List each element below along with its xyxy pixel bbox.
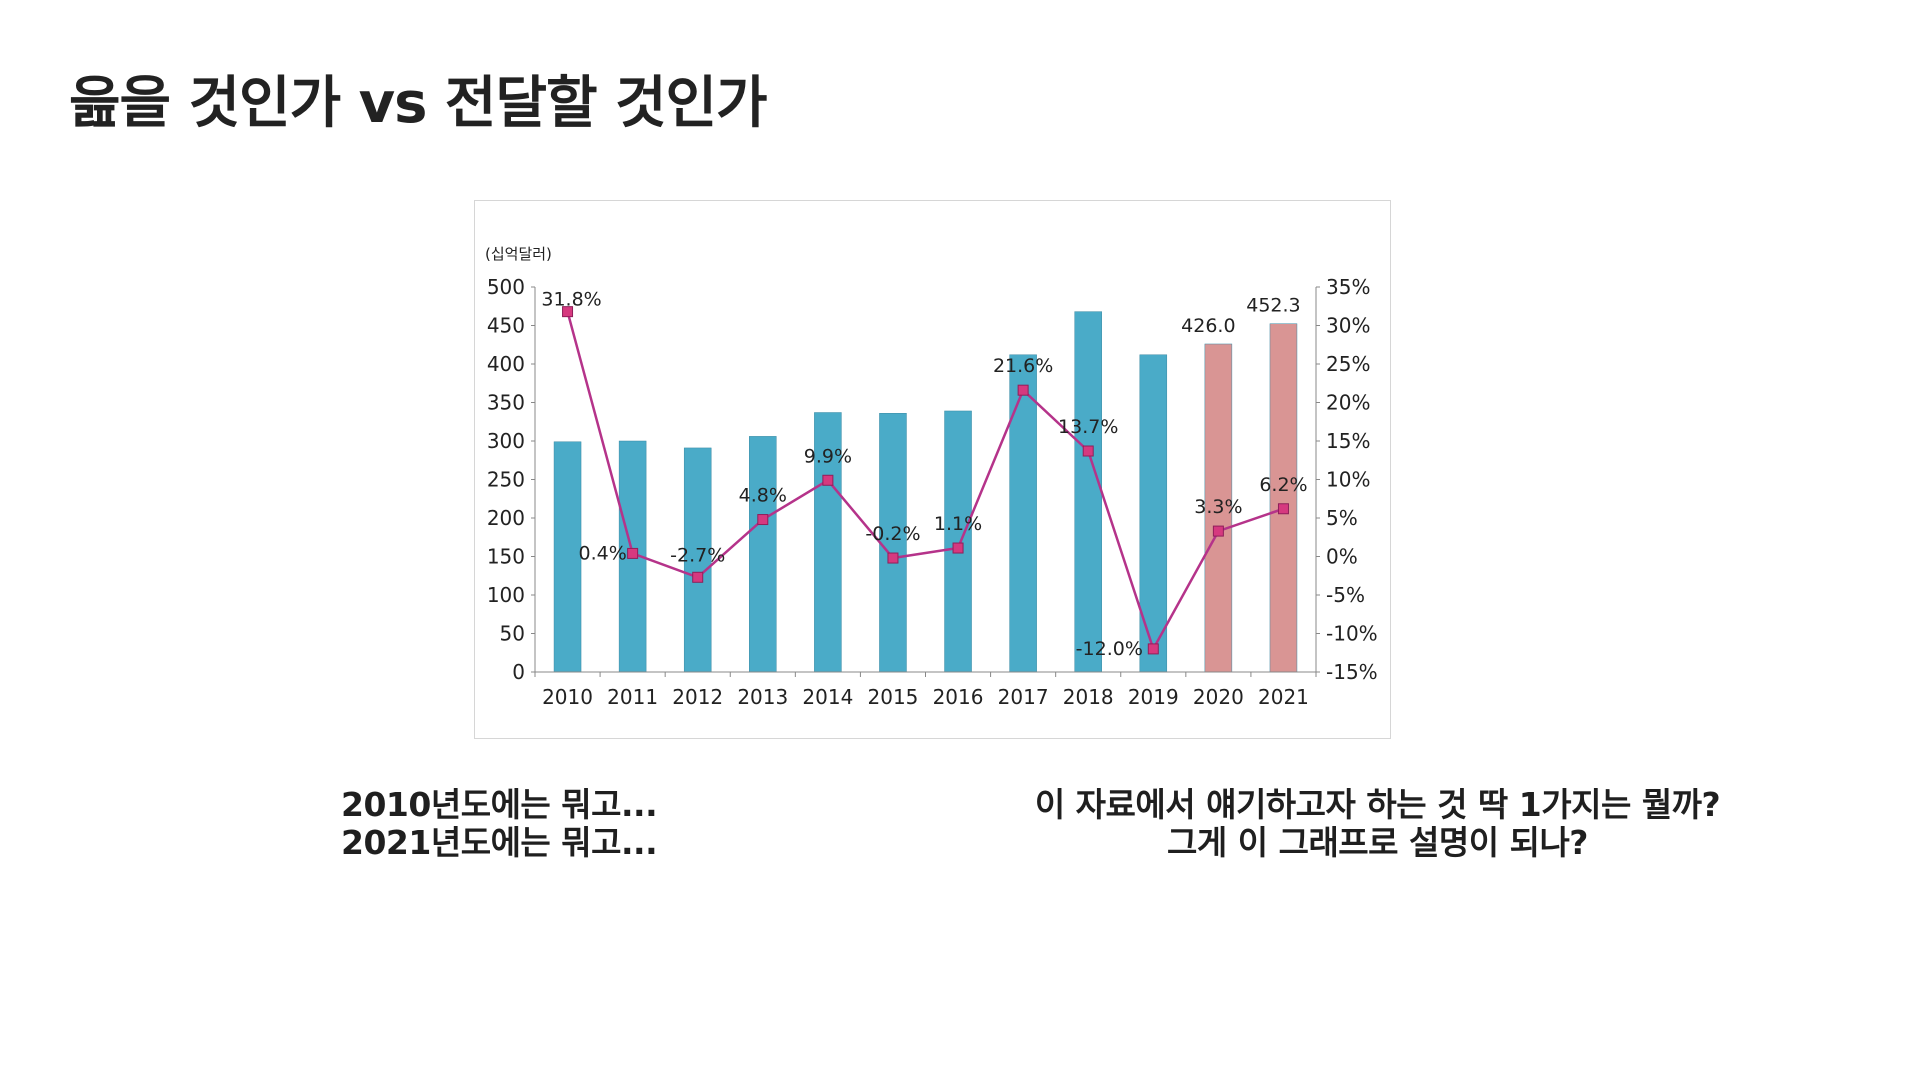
right-tick-label: 35% xyxy=(1326,275,1370,299)
left-tick-label: 250 xyxy=(487,468,525,492)
caption-left-line-2: 2021년도에는 뭐고... xyxy=(341,823,658,862)
left-tick-label: 100 xyxy=(487,583,525,607)
growth-point xyxy=(1147,643,1159,655)
growth-point xyxy=(692,571,704,583)
growth-value-label: -0.2% xyxy=(865,523,920,545)
caption-left: 2010년도에는 뭐고... 2021년도에는 뭐고... xyxy=(341,785,658,862)
x-tick-label: 2020 xyxy=(1193,685,1244,709)
x-tick-label: 2012 xyxy=(672,685,723,709)
bar xyxy=(814,412,842,673)
growth-point xyxy=(627,547,639,559)
growth-value-label: 31.8% xyxy=(541,289,601,311)
unit-label: (십억달러) xyxy=(485,245,552,263)
x-tick-label: 2019 xyxy=(1128,685,1179,709)
right-tick-label: -15% xyxy=(1326,660,1378,684)
growth-value-label: 21.6% xyxy=(993,355,1053,377)
right-tick-label: -5% xyxy=(1326,583,1365,607)
growth-point xyxy=(952,542,964,554)
left-tick-label: 450 xyxy=(487,314,525,338)
right-tick-label: 0% xyxy=(1326,545,1358,569)
bar xyxy=(553,441,582,673)
x-tick-label: 2010 xyxy=(542,685,593,709)
left-tick-label: 500 xyxy=(487,275,525,299)
x-tick-label: 2021 xyxy=(1258,685,1309,709)
x-tick-label: 2018 xyxy=(1063,685,1114,709)
bar xyxy=(683,447,712,673)
growth-value-label: -12.0% xyxy=(1076,638,1143,660)
x-tick-label: 2013 xyxy=(737,685,788,709)
left-tick-label: 50 xyxy=(500,622,525,646)
left-tick-label: 0 xyxy=(512,660,525,684)
left-tick-label: 300 xyxy=(487,429,525,453)
x-tick-label: 2011 xyxy=(607,685,658,709)
caption-left-line-1: 2010년도에는 뭐고... xyxy=(341,785,658,824)
left-tick-label: 200 xyxy=(487,506,525,530)
growth-point xyxy=(562,306,574,318)
right-tick-label: 5% xyxy=(1326,506,1358,530)
left-tick-label: 400 xyxy=(487,352,525,376)
right-tick-label: 10% xyxy=(1326,468,1370,492)
x-tick-label: 2014 xyxy=(802,685,853,709)
bar xyxy=(1009,354,1037,673)
right-tick-label: 15% xyxy=(1326,429,1370,453)
growth-point xyxy=(757,514,769,526)
growth-value-label: 1.1% xyxy=(934,513,982,535)
bar xyxy=(1204,343,1233,673)
caption-right-line-1: 이 자료에서 얘기하고자 하는 것 딱 1가지는 뭘까? xyxy=(1034,785,1721,824)
growth-value-label: 0.4% xyxy=(578,542,626,564)
growth-point xyxy=(1277,503,1289,515)
caption-right: 이 자료에서 얘기하고자 하는 것 딱 1가지는 뭘까? 그게 이 그래프로 설… xyxy=(1010,786,1745,862)
growth-value-label: 9.9% xyxy=(804,445,852,467)
growth-value-label: 4.8% xyxy=(739,485,787,507)
bar xyxy=(1269,323,1298,673)
x-tick-label: 2015 xyxy=(868,685,919,709)
growth-value-label: 13.7% xyxy=(1058,416,1118,438)
bar xyxy=(944,410,972,673)
chart-container: (십억달러) 0 50 100 150 200 250 300 350 400 450 500 -15… xyxy=(474,200,1391,739)
growth-point xyxy=(1212,525,1224,537)
caption-right-line-2: 그게 이 그래프로 설명이 되나? xyxy=(1167,823,1588,862)
slide-title: 읊을 것인가 vs 전달할 것인가 xyxy=(69,71,768,136)
right-tick-label: 25% xyxy=(1326,352,1370,376)
right-tick-label: 20% xyxy=(1326,391,1370,415)
bar xyxy=(749,436,777,673)
bar-value-label: 452.3 xyxy=(1246,295,1300,317)
right-tick-label: -10% xyxy=(1326,622,1378,646)
x-tick-label: 2017 xyxy=(998,685,1049,709)
growth-value-label: 3.3% xyxy=(1194,496,1242,518)
left-tick-label: 150 xyxy=(487,545,525,569)
growth-value-label: 6.2% xyxy=(1259,474,1307,496)
bar xyxy=(1139,354,1168,673)
growth-point xyxy=(1082,445,1094,457)
bar-value-label: 426.0 xyxy=(1181,315,1235,337)
left-tick-label: 350 xyxy=(487,391,525,415)
growth-point xyxy=(887,552,899,564)
bar xyxy=(1074,311,1102,673)
growth-value-label: -2.7% xyxy=(670,544,725,566)
growth-bar-line-chart: (십억달러) 0 50 100 150 200 250 300 350 400 450 500 -15… xyxy=(485,245,1378,709)
growth-rate-line xyxy=(566,311,1284,653)
growth-point xyxy=(1017,384,1029,396)
growth-point xyxy=(822,474,834,486)
x-tick-label: 2016 xyxy=(933,685,984,709)
bar xyxy=(879,413,907,673)
right-tick-label: 30% xyxy=(1326,314,1370,338)
